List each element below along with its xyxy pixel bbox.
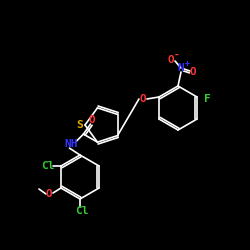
Text: O: O xyxy=(190,67,196,77)
Text: O: O xyxy=(46,189,52,199)
Text: O: O xyxy=(140,94,146,104)
Text: -: - xyxy=(174,50,180,60)
Text: N: N xyxy=(178,63,184,73)
Text: Cl: Cl xyxy=(75,206,89,216)
Text: O: O xyxy=(88,115,95,125)
Text: +: + xyxy=(184,58,190,68)
Text: NH: NH xyxy=(65,139,78,149)
Text: S: S xyxy=(76,120,84,130)
Text: O: O xyxy=(168,55,174,65)
Text: F: F xyxy=(204,94,210,104)
Text: Cl: Cl xyxy=(41,161,55,171)
